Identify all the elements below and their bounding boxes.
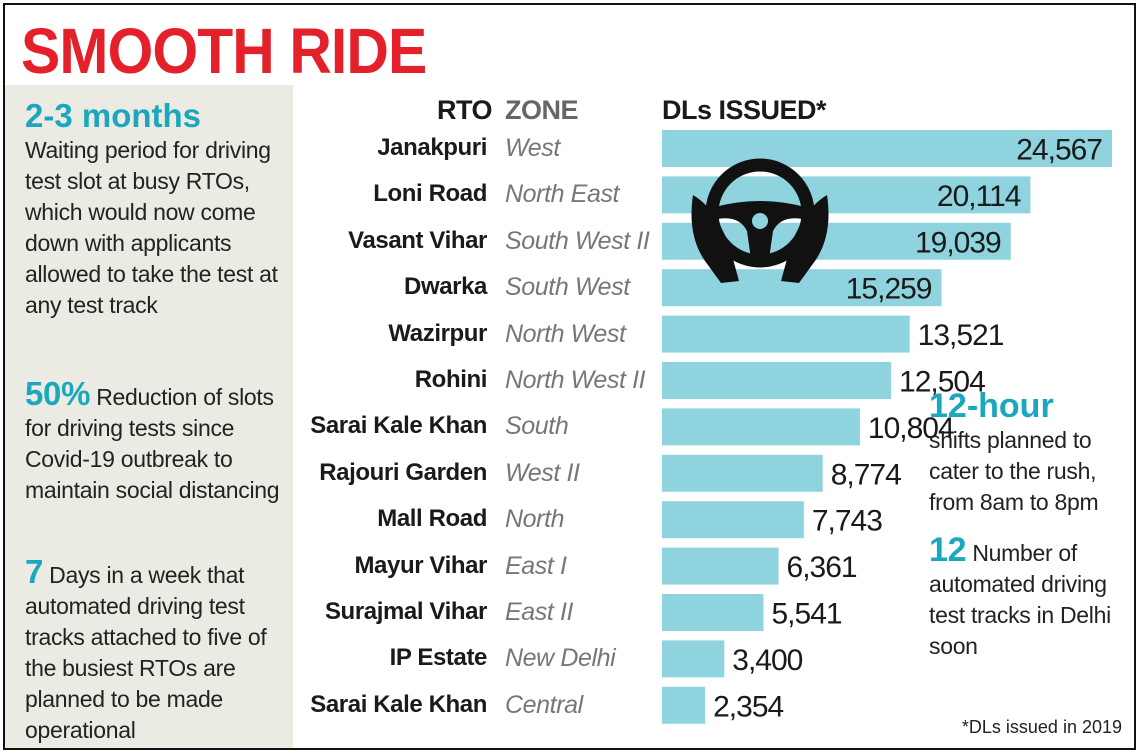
value-label-10: 5,541 xyxy=(771,598,841,631)
value-label-0: 24,567 xyxy=(1016,134,1102,167)
rto-label-3: Dwarka xyxy=(404,273,487,301)
rto-label-7: Rajouri Garden xyxy=(319,458,487,486)
zone-label-8: North xyxy=(505,505,565,534)
bar-7 xyxy=(662,454,823,492)
bar-0 xyxy=(662,130,1112,167)
fact-highlight: 7 xyxy=(25,553,44,590)
rto-label-2: Vasant Vihar xyxy=(348,226,487,254)
header-zone: ZONE xyxy=(505,95,579,125)
footnote: *DLs issued in 2019 xyxy=(961,717,1122,737)
value-label-1: 20,114 xyxy=(937,180,1021,213)
fact-slot-reduction: 50% Reduction of slots for driving tests… xyxy=(25,375,287,506)
note-highlight: 12 xyxy=(929,531,967,569)
zone-label-9: East I xyxy=(505,551,567,580)
fact-text: Reduction of slots for driving tests sin… xyxy=(25,384,280,503)
rto-label-5: Rohini xyxy=(414,366,488,393)
steering-wheel-hands-icon xyxy=(691,158,829,283)
bar-10 xyxy=(662,594,764,631)
value-label-5: 12,504 xyxy=(899,366,985,399)
zone-label-2: South West II xyxy=(505,226,650,255)
fact-text: Waiting period for driving test slot at … xyxy=(25,137,278,318)
bar-8 xyxy=(662,501,804,539)
bar-12 xyxy=(662,686,706,724)
rto-label-10: Surajmal Vihar xyxy=(324,598,487,625)
value-label-3: 15,259 xyxy=(846,273,932,306)
zone-label-0: West xyxy=(505,134,560,162)
fact-text: Days in a week that automated driving te… xyxy=(25,562,267,743)
zone-label-5: North West II xyxy=(505,366,646,394)
bar-6 xyxy=(662,408,860,446)
value-label-6: 10,804 xyxy=(868,412,954,445)
fact-waiting-period: 2-3 months Waiting period for driving te… xyxy=(25,97,287,321)
zone-label-6: South xyxy=(505,412,569,441)
bar-11 xyxy=(662,640,725,678)
header-dls-issued: DLs ISSUED* xyxy=(662,95,827,125)
zone-label-10: East II xyxy=(505,598,574,626)
value-label-12: 2,354 xyxy=(713,690,783,723)
zone-label-3: South West xyxy=(505,273,630,302)
value-label-8: 7,743 xyxy=(812,505,882,538)
fact-highlight: 2-3 months xyxy=(25,97,202,134)
infographic-frame: SMOOTH RIDE 2-3 months Waiting period fo… xyxy=(3,3,1136,750)
note-12-hour: 12-hour shifts planned to cater to the r… xyxy=(929,387,1129,518)
header-rto: RTO xyxy=(437,95,493,125)
rto-label-6: Sarai Kale Khan xyxy=(310,412,487,440)
zone-label-1: North East xyxy=(505,180,620,209)
fact-days-week: 7 Days in a week that automated driving … xyxy=(25,553,287,746)
fact-highlight: 50% xyxy=(25,375,91,412)
zone-label-4: North West xyxy=(505,319,626,348)
rto-label-12: Sarai Kale Khan xyxy=(310,690,487,718)
note-12-tracks: 12 Number of automated driving test trac… xyxy=(929,531,1129,662)
zone-label-7: West II xyxy=(505,458,580,487)
zone-label-11: New Delhi xyxy=(505,644,616,673)
rto-label-8: Mall Road xyxy=(377,505,487,533)
rto-label-1: Loni Road xyxy=(373,180,487,208)
rto-label-11: IP Estate xyxy=(389,644,488,672)
bar-4 xyxy=(662,315,910,353)
rto-label-9: Mayur Vihar xyxy=(354,551,487,579)
value-label-11: 3,400 xyxy=(732,644,802,677)
rto-label-0: Janakpuri xyxy=(377,134,487,161)
note-text: shifts planned to cater to the rush, fro… xyxy=(929,427,1099,515)
zone-label-12: Central xyxy=(505,690,583,719)
note-text: Number of automated driving test tracks … xyxy=(929,540,1111,659)
page-title: SMOOTH RIDE xyxy=(21,15,427,87)
value-label-2: 19,039 xyxy=(915,226,1001,259)
value-label-7: 8,774 xyxy=(831,458,901,491)
bar-9 xyxy=(662,547,779,585)
value-label-9: 6,361 xyxy=(787,551,857,584)
facts-sidebar: 2-3 months Waiting period for driving te… xyxy=(5,85,293,748)
value-label-4: 13,521 xyxy=(918,319,1004,352)
rto-label-4: Wazirpur xyxy=(388,319,487,347)
note-highlight: 12-hour xyxy=(929,387,1054,425)
bar-5 xyxy=(662,362,892,399)
